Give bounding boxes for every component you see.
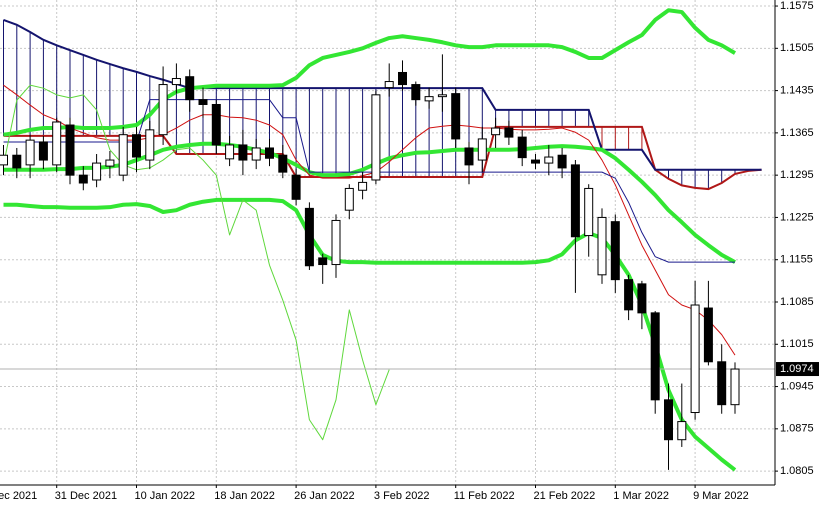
candle-body [690, 304, 700, 414]
candle-body [358, 181, 368, 191]
candle-body [291, 174, 301, 200]
candle-body [504, 127, 514, 138]
y-tick-label: 1.0875 [780, 423, 814, 435]
candle-body [517, 136, 527, 159]
candle-body [597, 216, 607, 276]
candle-body [171, 78, 181, 86]
candle-body [185, 76, 195, 101]
indicator-line [3, 84, 390, 441]
candle-body [703, 307, 713, 363]
candle-body [225, 144, 235, 160]
y-tick-label: 1.1295 [780, 169, 814, 181]
candle-body [584, 187, 594, 237]
candle-body [557, 154, 567, 169]
candle-body [464, 147, 474, 166]
y-tick-label: 1.1435 [780, 85, 814, 97]
y-tick-label: 1.1225 [780, 211, 814, 223]
candle-body [677, 421, 687, 441]
candle-body [132, 134, 141, 158]
x-tick-label: 1 Mar 2022 [613, 490, 669, 502]
candle-body [12, 154, 22, 169]
candle-body [278, 154, 288, 173]
candle-body [491, 127, 501, 136]
x-tick-label: 26 Jan 2022 [294, 490, 355, 502]
cloud-span-a [3, 125, 762, 191]
x-tick-label: 10 Jan 2022 [135, 490, 196, 502]
candle-body [544, 156, 554, 164]
candle-body [451, 93, 461, 140]
candle-body [730, 368, 740, 406]
x-tick-label: 23 Dec 2021 [0, 490, 37, 502]
candle-body [38, 141, 48, 161]
candle-body [610, 221, 620, 281]
y-tick-label: 1.1505 [780, 42, 814, 54]
candle-body [238, 144, 248, 161]
candle-body [65, 124, 75, 176]
candle-body [25, 139, 35, 166]
y-tick-label: 1.1155 [780, 254, 813, 266]
plot-area [0, 8, 775, 472]
x-tick-label: 31 Dec 2021 [55, 490, 117, 502]
last-price-label: 1.0974 [780, 363, 814, 375]
candle-body [331, 219, 341, 266]
candle-body [437, 94, 447, 98]
candle-body [105, 159, 115, 167]
y-tick-label: 1.0945 [780, 380, 814, 392]
candle-body [318, 257, 328, 266]
x-tick-label: 21 Feb 2022 [534, 490, 596, 502]
candle-body [145, 129, 155, 161]
x-tick-label: 11 Feb 2022 [454, 490, 515, 502]
candle-body [411, 84, 421, 101]
candle-body [637, 283, 647, 314]
cloud-span-b [3, 18, 762, 171]
candle-body [624, 279, 634, 311]
candle-body [52, 121, 62, 166]
candle-body [371, 94, 381, 181]
candle-body [570, 164, 580, 238]
candle-body [650, 312, 660, 401]
candle-body [265, 147, 274, 159]
candle-body [78, 174, 88, 184]
x-tick-label: 9 Mar 2022 [693, 490, 749, 502]
last-price-box [776, 362, 819, 377]
candle-body [531, 159, 540, 164]
candle-body [0, 154, 8, 166]
y-tick-label: 1.1365 [780, 127, 814, 139]
candle-body [398, 71, 407, 86]
y-tick-label: 1.1085 [780, 296, 814, 308]
indicator-line [3, 8, 737, 137]
candle-body [251, 147, 261, 161]
candle-body [477, 138, 487, 161]
candle-body [664, 399, 673, 441]
y-tick-label: 1.1575 [780, 0, 814, 12]
y-tick-label: 1.0805 [780, 465, 814, 477]
x-tick-label: 18 Jan 2022 [214, 490, 275, 502]
candle-body [304, 207, 314, 267]
candle-body [344, 187, 354, 211]
candle-body [424, 96, 434, 102]
candle-body [92, 162, 102, 181]
x-tick-label: 3 Feb 2022 [374, 490, 430, 502]
candle-body [118, 134, 128, 176]
candle-body [384, 81, 394, 89]
candle-body [211, 103, 221, 146]
candle-body [717, 361, 727, 406]
candle-body [158, 84, 168, 136]
candle-body [198, 99, 208, 105]
y-tick-label: 1.1015 [780, 338, 814, 350]
